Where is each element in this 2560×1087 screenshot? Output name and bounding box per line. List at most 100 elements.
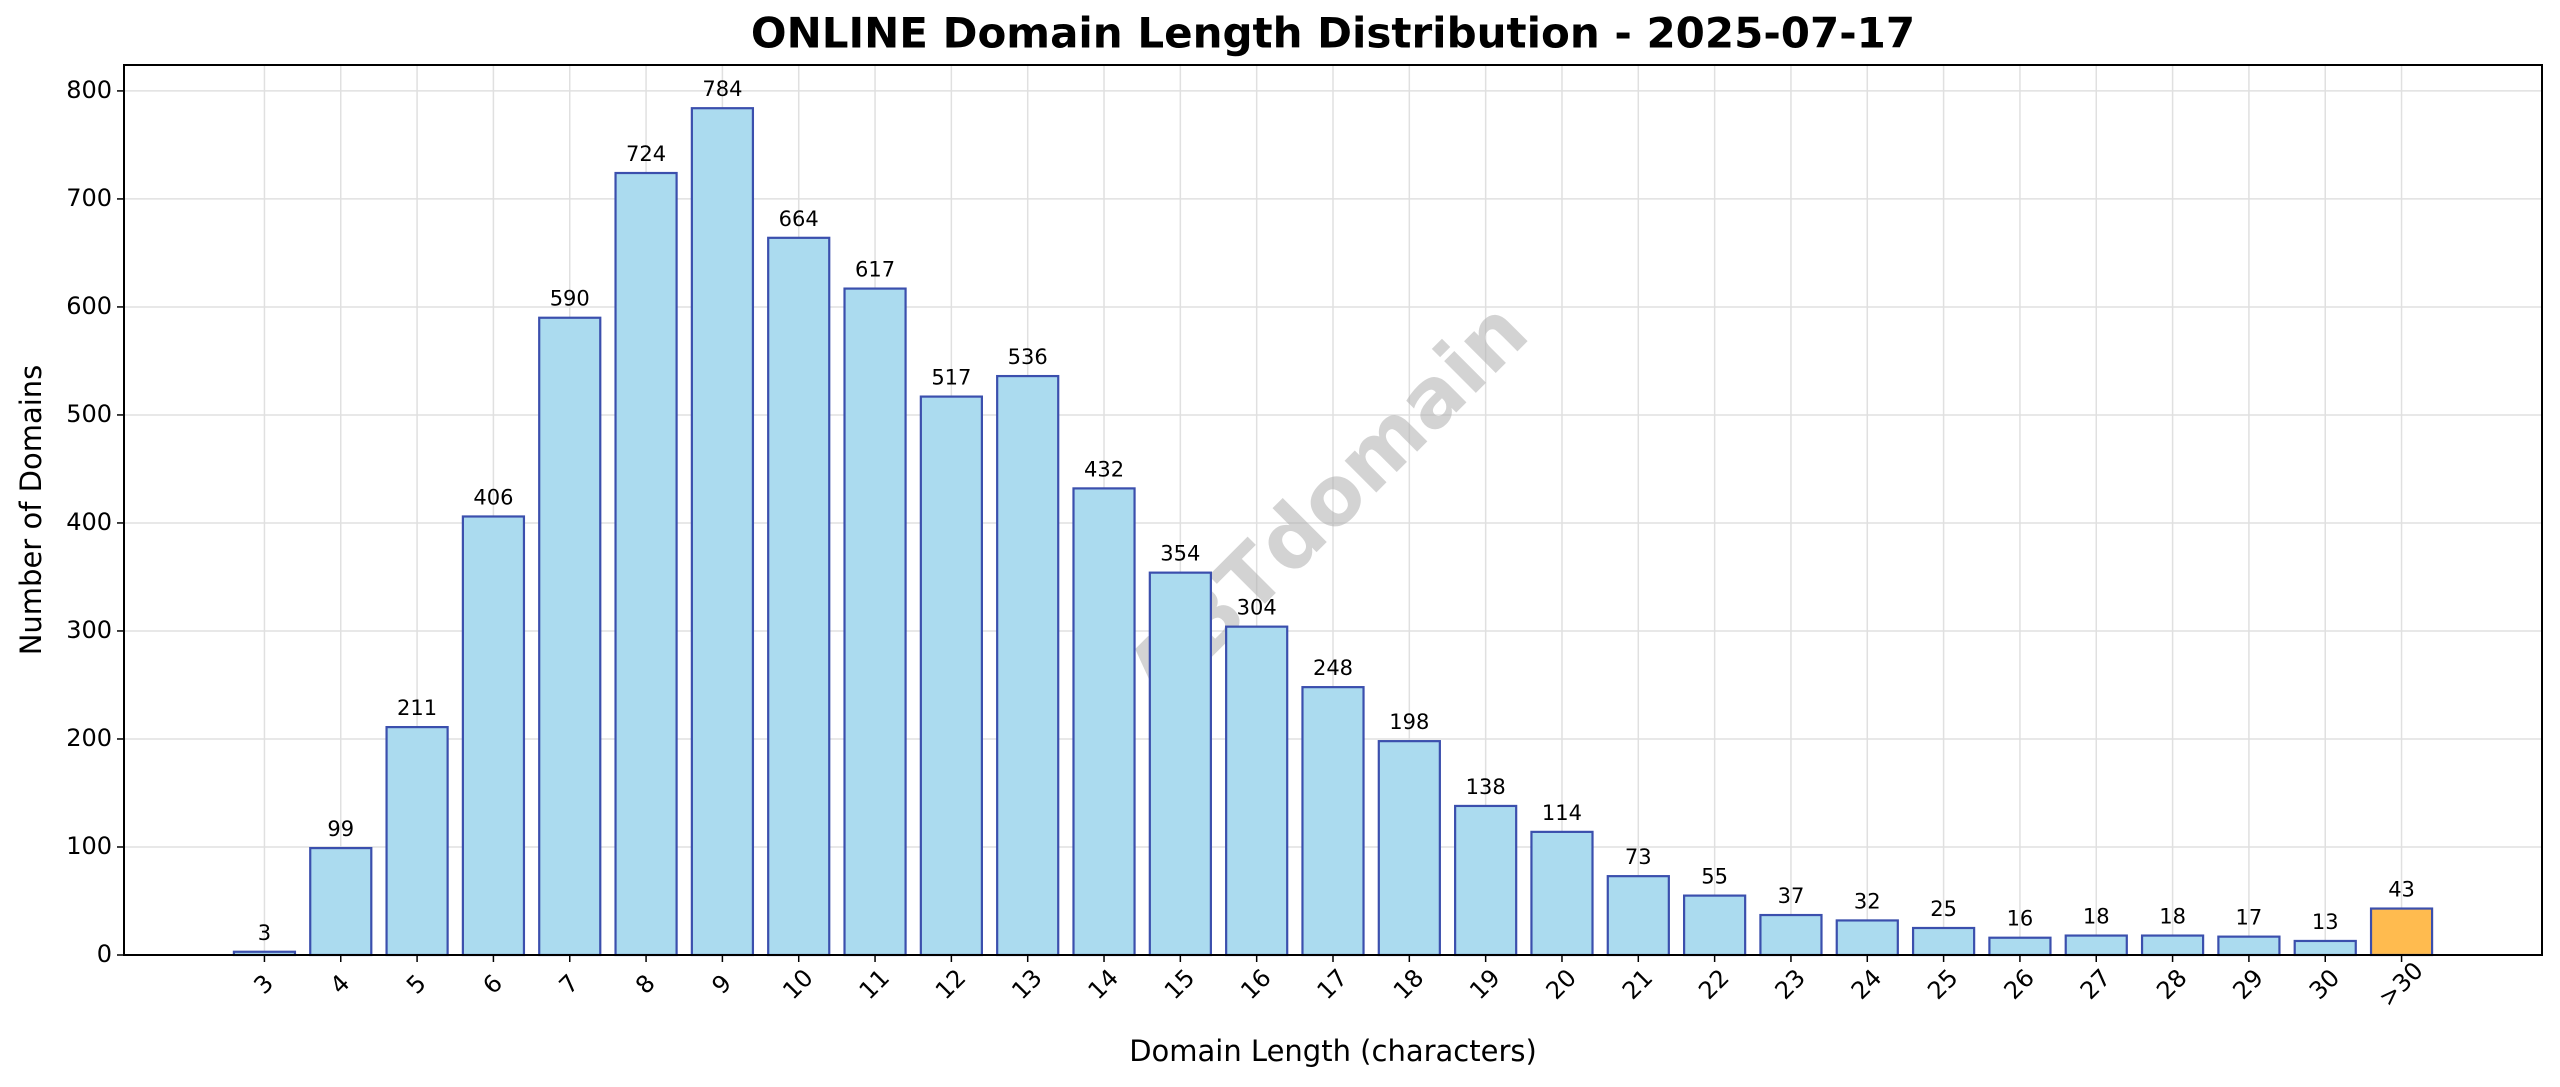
value-label: 18 [2083,905,2110,929]
value-label: 590 [550,287,590,311]
x-tick-label: 27 [2075,964,2116,1005]
bar [614,171,678,957]
chart-title: ONLINE Domain Length Distribution - 2025… [751,9,1915,58]
bar [690,107,755,957]
x-axis-label: Domain Length (characters) [1129,1034,1537,1068]
y-tick-label: 700 [66,184,112,212]
bar [1072,487,1136,957]
x-tick-label: 20 [1541,964,1582,1005]
bar [843,287,907,957]
value-label: 17 [2236,906,2263,930]
bar [309,846,373,957]
x-tick-label: 11 [854,964,895,1005]
value-label: 16 [2007,907,2034,931]
bar [1454,804,1518,957]
y-tick-label: 500 [66,400,112,428]
x-tick-label: 29 [2228,964,2269,1005]
x-tick-label: 21 [1617,964,1658,1005]
bar [1530,830,1594,957]
bar [767,236,831,957]
x-tick-label: 23 [1770,964,1811,1005]
bar [1911,926,1976,957]
bar [2217,935,2281,957]
value-label: 406 [473,485,513,509]
x-tick-label: 18 [1388,964,1429,1005]
bar [2140,934,2205,957]
x-tick-label: 5 [401,969,432,1000]
bar [1148,571,1212,957]
bar [385,725,449,957]
bar [461,515,526,957]
value-label: 3 [258,921,271,945]
bar [2064,934,2128,957]
x-tick-label: 4 [325,969,356,1000]
y-tick-label: 600 [66,292,112,320]
value-label: 354 [1160,542,1200,566]
x-tick-label: 26 [1999,964,2040,1005]
y-axis-label: Number of Domains [14,365,48,656]
y-tick-label: 100 [66,832,112,860]
bar [1301,686,1365,957]
value-label: 248 [1313,656,1353,680]
value-label: 664 [779,207,819,231]
bar [538,316,602,957]
value-label: 73 [1625,845,1652,869]
bar [2293,939,2357,957]
bar [1835,919,1899,957]
plot-frame [123,64,2543,956]
value-label: 784 [702,77,742,101]
bar [996,374,1060,957]
x-tick-label: 15 [1159,964,1200,1005]
x-tick-label: 3 [248,969,279,1000]
value-label: 211 [397,696,437,720]
x-tick-label: 7 [554,969,585,1000]
x-tick-label: 6 [477,969,508,1000]
y-tick-label: 800 [66,76,112,104]
value-label: 432 [1084,457,1124,481]
y-tick-label: 400 [66,508,112,536]
value-label: 32 [1854,889,1881,913]
bar [919,395,984,957]
y-tick-label: 0 [97,940,112,968]
y-tick-label: 300 [66,616,112,644]
value-label: 304 [1237,596,1277,620]
x-tick-label: 10 [777,964,818,1005]
bar [1606,875,1670,957]
value-label: 99 [327,817,354,841]
value-label: 37 [1778,884,1805,908]
bar [1759,913,1823,957]
value-label: 138 [1466,775,1506,799]
bar [1682,894,1747,957]
bar [2369,907,2434,957]
x-tick-label: 28 [2151,964,2192,1005]
x-tick-label: 17 [1312,964,1353,1005]
value-label: 617 [855,258,895,282]
x-tick-label: 14 [1083,964,1124,1005]
x-tick-label: 19 [1464,964,1505,1005]
x-tick-label: 12 [930,964,971,1005]
value-label: 55 [1701,865,1728,889]
x-tick-label: 16 [1235,964,1276,1005]
x-tick-label: 9 [706,969,737,1000]
value-label: 43 [2388,878,2415,902]
x-tick-label: 8 [630,969,661,1000]
value-label: 13 [2312,910,2339,934]
bar [1377,740,1441,957]
x-tick-label: 30 [2304,964,2345,1005]
bar [1988,936,2052,957]
x-tick-label: 22 [1693,964,1734,1005]
x-tick-label: >30 [2373,956,2429,1012]
x-tick-label: 25 [1922,964,1963,1005]
value-label: 536 [1008,345,1048,369]
value-label: 25 [1930,897,1957,921]
value-label: 18 [2159,905,2186,929]
y-tick-label: 200 [66,724,112,752]
x-tick-label: 13 [1006,964,1047,1005]
value-label: 517 [931,366,971,390]
value-label: 114 [1542,801,1582,825]
value-label: 198 [1389,710,1429,734]
x-tick-label: 24 [1846,964,1887,1005]
value-label: 724 [626,142,666,166]
bar [1225,625,1289,957]
